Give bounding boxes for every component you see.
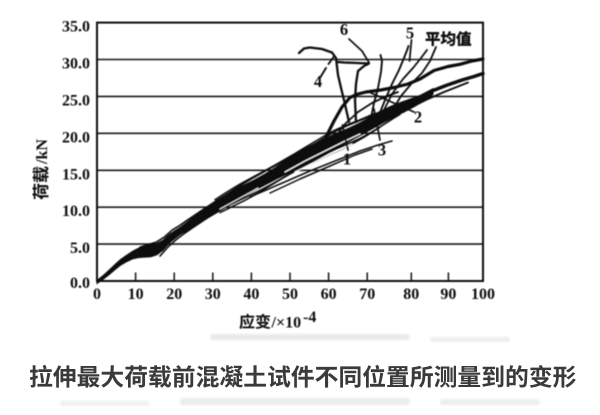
svg-text:10.0: 10.0 bbox=[62, 203, 90, 220]
svg-text:5: 5 bbox=[406, 24, 414, 43]
svg-text:50: 50 bbox=[282, 286, 298, 303]
svg-text:80: 80 bbox=[403, 286, 419, 303]
svg-text:20.0: 20.0 bbox=[62, 129, 90, 146]
svg-text:1: 1 bbox=[343, 150, 351, 169]
svg-text:5.0: 5.0 bbox=[70, 240, 90, 257]
svg-text:/×10: /×10 bbox=[271, 315, 302, 332]
svg-text:25.0: 25.0 bbox=[62, 92, 90, 109]
svg-text:-4: -4 bbox=[303, 309, 316, 326]
svg-text:35.0: 35.0 bbox=[62, 19, 90, 36]
svg-text:90: 90 bbox=[440, 286, 456, 303]
svg-text:30.0: 30.0 bbox=[62, 56, 90, 73]
svg-text:20: 20 bbox=[166, 286, 182, 303]
svg-text:30: 30 bbox=[205, 286, 221, 303]
svg-text:0.0: 0.0 bbox=[70, 275, 90, 292]
svg-text:60: 60 bbox=[321, 286, 337, 303]
svg-text:3: 3 bbox=[378, 141, 386, 160]
svg-text:10: 10 bbox=[128, 286, 144, 303]
svg-text:/kN: /kN bbox=[34, 139, 51, 165]
svg-text:6: 6 bbox=[340, 20, 348, 39]
svg-text:2: 2 bbox=[414, 108, 422, 127]
svg-text:100: 100 bbox=[471, 286, 495, 303]
svg-text:70: 70 bbox=[359, 286, 375, 303]
svg-text:40: 40 bbox=[243, 286, 259, 303]
svg-text:0: 0 bbox=[93, 286, 101, 303]
svg-text:4: 4 bbox=[314, 72, 322, 91]
svg-text:15.0: 15.0 bbox=[62, 166, 90, 183]
